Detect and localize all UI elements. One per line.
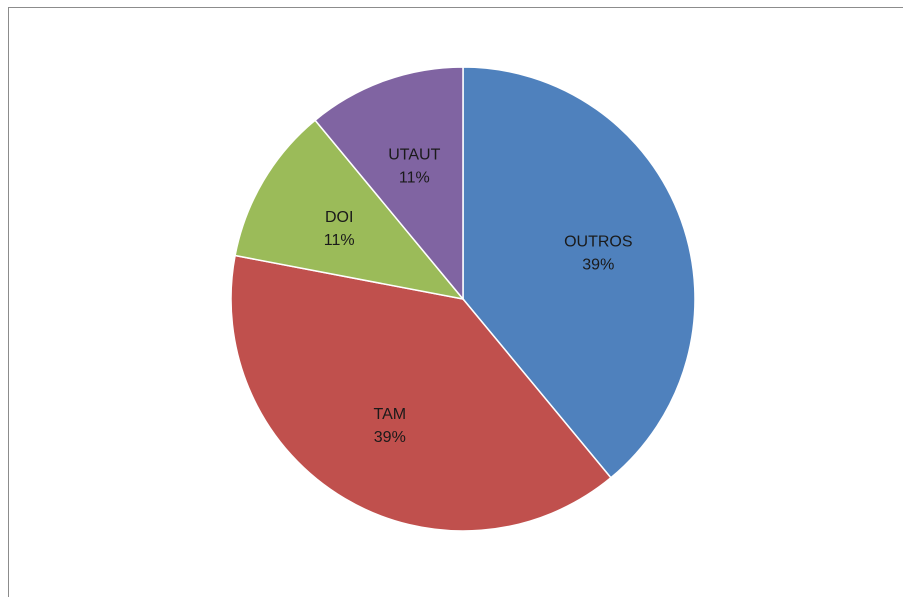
pie-labels: OUTROS 39% TAM 39% DOI 11% UTAUT 11% — [324, 147, 633, 446]
slice-label-tam: TAM — [374, 406, 407, 423]
pie-slice-outros — [462, 66, 696, 479]
pie-slices — [230, 66, 696, 532]
pie-slice-utaut — [314, 66, 464, 302]
slice-value-utaut: 11% — [399, 170, 430, 187]
pie-slice-doi — [234, 119, 465, 301]
slice-label-utaut: UTAUT — [388, 147, 440, 164]
slice-value-doi: 11% — [324, 232, 355, 249]
slice-label-doi: DOI — [325, 209, 353, 226]
slice-label-outros: OUTROS — [564, 233, 632, 250]
pie-slice-tam — [230, 254, 612, 532]
slice-value-tam: 39% — [374, 429, 406, 446]
slice-value-outros: 39% — [582, 256, 614, 273]
